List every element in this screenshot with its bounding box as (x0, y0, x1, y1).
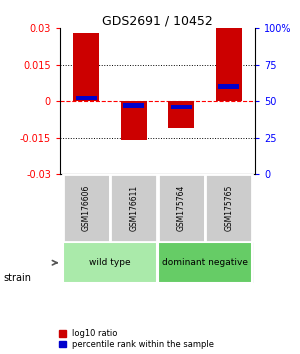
Text: dominant negative: dominant negative (162, 258, 248, 267)
Text: GSM176606: GSM176606 (82, 185, 91, 231)
Text: wild type: wild type (89, 258, 131, 267)
Bar (63, 242, 157, 283)
Bar (73, 33, 99, 101)
Bar (158, 174, 205, 242)
Bar (168, 101, 194, 128)
Bar (110, 174, 157, 242)
Text: GSM175764: GSM175764 (177, 185, 186, 231)
Bar (123, 103, 144, 108)
Bar (205, 174, 252, 242)
Bar (121, 101, 147, 140)
Text: strain: strain (3, 273, 31, 283)
Bar (216, 28, 242, 101)
Bar (171, 105, 192, 109)
Bar (76, 96, 97, 101)
Text: GSM175765: GSM175765 (224, 185, 233, 231)
Legend: log10 ratio, percentile rank within the sample: log10 ratio, percentile rank within the … (58, 329, 215, 350)
Title: GDS2691 / 10452: GDS2691 / 10452 (102, 14, 213, 27)
Bar (158, 242, 252, 283)
Text: GSM176611: GSM176611 (129, 185, 138, 231)
Bar (63, 174, 110, 242)
Bar (218, 84, 239, 89)
